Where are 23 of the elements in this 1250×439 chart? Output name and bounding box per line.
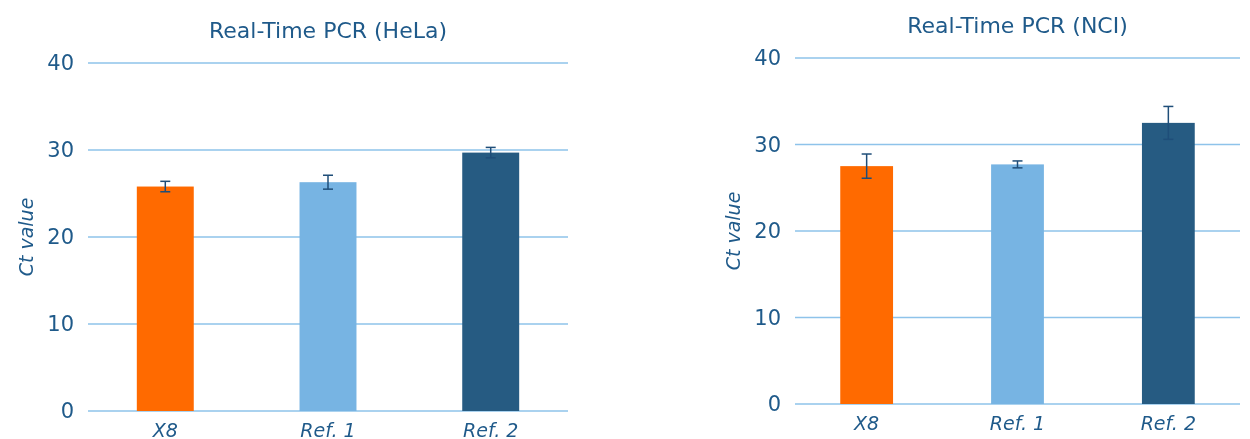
x-tick-label: Ref. 1 xyxy=(989,412,1046,434)
x-tick-label: X8 xyxy=(853,412,880,434)
chart-title: Real-Time PCR (HeLa) xyxy=(208,18,448,43)
y-axis-title: Ct value xyxy=(15,197,37,277)
y-tick-label: 20 xyxy=(754,219,781,244)
bar xyxy=(299,182,357,411)
x-tick-label: X8 xyxy=(151,419,178,439)
y-axis-title: Ct value xyxy=(722,191,744,271)
y-tick-label: 30 xyxy=(47,138,74,163)
bar xyxy=(136,186,194,411)
y-tick-label: 40 xyxy=(47,51,74,76)
y-tick-label: 40 xyxy=(754,46,781,71)
y-tick-label: 0 xyxy=(767,392,781,417)
y-tick-label: 0 xyxy=(60,399,74,424)
x-tick-label: Ref. 2 xyxy=(1140,412,1197,434)
y-tick-label: 10 xyxy=(754,305,781,330)
y-tick-label: 10 xyxy=(47,312,74,337)
y-tick-label: 30 xyxy=(754,132,781,157)
x-tick-label: Ref. 1 xyxy=(300,419,356,439)
chart-title: Real-Time PCR (NCI) xyxy=(907,13,1128,38)
bar xyxy=(462,152,520,411)
y-tick-label: 20 xyxy=(47,225,74,250)
x-tick-label: Ref. 2 xyxy=(463,419,519,439)
